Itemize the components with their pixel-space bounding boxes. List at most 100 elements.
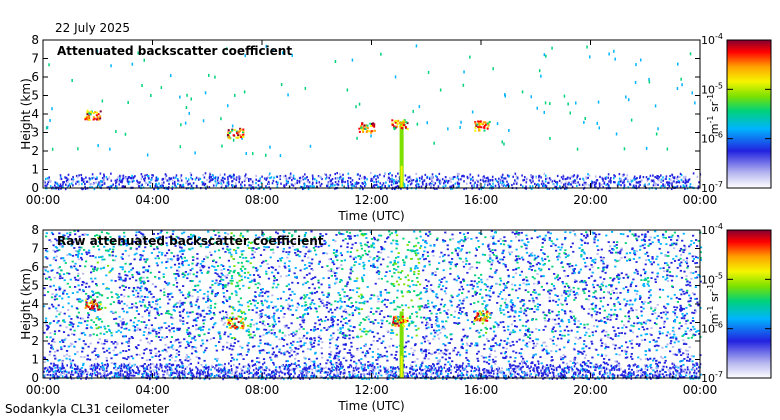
column-base (400, 165, 403, 188)
colorbar-unit-part: -1 (706, 94, 715, 102)
y-tick-label: 7 (31, 52, 39, 66)
colorbar-tick-label: 10-7 (701, 370, 723, 385)
cloud-patch (84, 299, 102, 311)
colorbar-tick-base: 10 (701, 133, 715, 146)
colorbar-tick-label: 10-7 (701, 180, 723, 195)
colorbar-tick-label: 10-4 (701, 222, 723, 237)
x-tick-label: 04:00 (135, 383, 170, 397)
y-tick-label: 6 (31, 70, 39, 84)
colorbar-tick-exponent: -7 (715, 370, 723, 379)
x-tick-label: 00:00 (683, 383, 718, 397)
x-tick-label: 00:00 (26, 383, 61, 397)
x-axis-label: Time (UTC) (337, 399, 404, 413)
y-tick-label: 1 (31, 353, 39, 367)
plot-area (43, 40, 700, 188)
heatmap-panel-2: Raw attenuated backscatter coefficient00… (19, 222, 772, 413)
colorbar-tick-exponent: -5 (715, 81, 723, 90)
colorbar-unit-part: m (708, 124, 721, 135)
y-tick-label: 5 (31, 279, 39, 293)
colorbar-unit-label: m-1 sr-1 (706, 284, 721, 324)
x-tick-label: 20:00 (573, 193, 608, 207)
x-tick-label: 16:00 (464, 383, 499, 397)
colorbar-tick-base: 10 (701, 83, 715, 96)
y-tick-label: 3 (31, 126, 39, 140)
plot-area (43, 230, 700, 378)
colorbar-tick-exponent: -4 (715, 222, 723, 231)
colorbar-gradient (726, 229, 772, 379)
y-tick-label: 4 (31, 297, 39, 311)
colorbar-tick-exponent: -7 (715, 180, 723, 189)
x-tick-label: 20:00 (573, 383, 608, 397)
colorbar-tick-base: 10 (701, 323, 715, 336)
y-tick-label: 3 (31, 316, 39, 330)
chart-title: Attenuated backscatter coefficient (57, 44, 292, 58)
colorbar-tick-label: 10-6 (701, 131, 723, 146)
colorbar-tick-label: 10-5 (701, 81, 723, 96)
colorbar-tick-base: 10 (701, 273, 715, 286)
x-tick-label: 08:00 (245, 383, 280, 397)
x-axis-label: Time (UTC) (337, 209, 404, 223)
colorbar-tick-base: 10 (701, 182, 715, 195)
colorbar-unit-part: -1 (706, 306, 715, 314)
y-tick-label: 6 (31, 260, 39, 274)
column-core (399, 311, 404, 378)
colorbar-unit-part: -1 (706, 284, 715, 292)
colorbar-tick-label: 10-6 (701, 321, 723, 336)
x-tick-label: 16:00 (464, 193, 499, 207)
date-label: 22 July 2025 (55, 21, 131, 35)
x-tick-label: 00:00 (683, 193, 718, 207)
x-tick-label: 12:00 (354, 383, 389, 397)
y-tick-label: 2 (31, 334, 39, 348)
colorbar: 10-710-610-510-4m-1 sr-1 (701, 222, 772, 385)
cloud-patch (84, 109, 102, 121)
chart-title: Raw attenuated backscatter coefficient (57, 234, 324, 248)
colorbar-tick-base: 10 (701, 224, 715, 237)
precipitation-column (399, 121, 404, 188)
y-tick-label: 8 (31, 223, 39, 237)
y-tick-label: 0 (31, 371, 39, 385)
y-tick-label: 2 (31, 144, 39, 158)
colorbar-unit-label: m-1 sr-1 (706, 94, 721, 134)
cloud-patch (391, 315, 409, 328)
sparse-signal (45, 44, 696, 158)
x-tick-label: 00:00 (26, 193, 61, 207)
y-tick-label: 8 (31, 33, 39, 47)
column-base (400, 355, 403, 378)
colorbar-tick-label: 10-4 (701, 32, 723, 47)
colorbar-tick-exponent: -4 (715, 32, 723, 41)
colorbar-unit-part: m (708, 314, 721, 325)
y-tick-label: 5 (31, 89, 39, 103)
colorbar-tick-label: 10-5 (701, 271, 723, 286)
cloud-patch (227, 317, 245, 330)
cloud-patch (391, 119, 409, 131)
cloud-patch (473, 310, 491, 322)
colorbar-unit-part: -1 (706, 116, 715, 124)
cloud-patch (226, 127, 245, 140)
instrument-label: Sodankyla CL31 ceilometer (5, 402, 169, 416)
column-core (399, 121, 404, 188)
colorbar-gradient (726, 39, 772, 189)
colorbar-unit-part: sr (708, 291, 721, 305)
precipitation-column (399, 311, 404, 378)
y-tick-label: 7 (31, 242, 39, 256)
cloud-patch (358, 122, 376, 134)
colorbar-tick-base: 10 (701, 34, 715, 47)
boundary-layer-band (43, 361, 702, 381)
y-axis-label: Height (km) (19, 268, 33, 339)
colorbar-tick-base: 10 (701, 372, 715, 385)
colorbar: 10-710-610-510-4m-1 sr-1 (701, 32, 772, 195)
cloud-patch (474, 120, 491, 132)
colorbar-unit-part: sr (708, 101, 721, 115)
colorbar-tick-exponent: -5 (715, 271, 723, 280)
x-tick-label: 12:00 (354, 193, 389, 207)
colorbar-tick-exponent: -6 (715, 321, 723, 330)
y-axis-label: Height (km) (19, 78, 33, 149)
y-tick-label: 1 (31, 163, 39, 177)
y-tick-label: 4 (31, 107, 39, 121)
x-tick-label: 04:00 (135, 193, 170, 207)
colorbar-tick-exponent: -6 (715, 131, 723, 140)
y-tick-label: 0 (31, 181, 39, 195)
x-tick-label: 08:00 (245, 193, 280, 207)
